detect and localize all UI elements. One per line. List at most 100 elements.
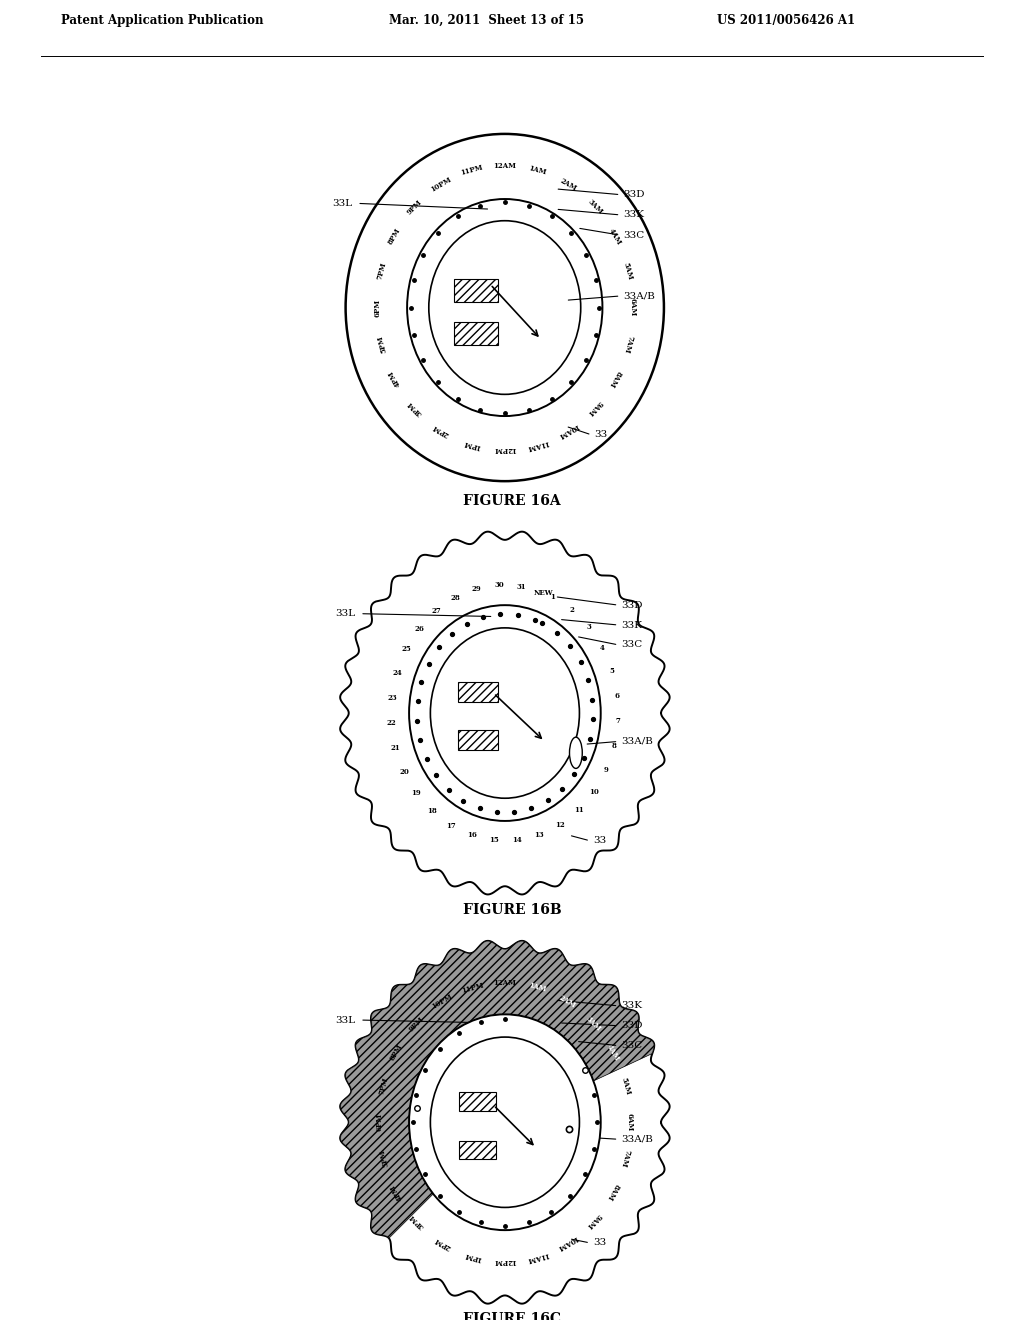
- Text: 33: 33: [595, 430, 607, 440]
- Polygon shape: [340, 532, 670, 895]
- Text: 33C: 33C: [624, 231, 645, 240]
- Text: 12: 12: [555, 821, 565, 829]
- Text: 17: 17: [446, 821, 456, 830]
- Text: 15: 15: [489, 837, 500, 845]
- Text: 5AM: 5AM: [620, 1076, 632, 1096]
- Ellipse shape: [569, 737, 583, 768]
- Text: 33L: 33L: [333, 199, 353, 207]
- Ellipse shape: [430, 1038, 580, 1208]
- Text: 2PM: 2PM: [433, 1234, 453, 1250]
- Text: 1PM: 1PM: [463, 1250, 482, 1263]
- Text: 33L: 33L: [336, 1015, 356, 1024]
- Text: 10PM: 10PM: [429, 176, 453, 194]
- Text: 7AM: 7AM: [622, 334, 634, 354]
- Text: 4PM: 4PM: [386, 368, 402, 388]
- Text: 24: 24: [392, 669, 402, 677]
- Text: 4AM: 4AM: [607, 227, 623, 247]
- Text: US 2011/0056426 A1: US 2011/0056426 A1: [717, 15, 855, 28]
- Text: 4AM: 4AM: [605, 1043, 622, 1063]
- Text: 12PM: 12PM: [494, 1258, 516, 1266]
- Ellipse shape: [409, 605, 601, 821]
- Text: 33L: 33L: [336, 609, 356, 618]
- Ellipse shape: [346, 133, 664, 482]
- Text: 20: 20: [399, 768, 409, 776]
- FancyBboxPatch shape: [454, 279, 498, 302]
- Text: 19: 19: [412, 789, 421, 797]
- Text: 4PM: 4PM: [389, 1181, 404, 1201]
- Text: 2AM: 2AM: [557, 994, 578, 1010]
- Text: 33C: 33C: [622, 1041, 643, 1051]
- Text: 7PM: 7PM: [376, 261, 388, 281]
- Polygon shape: [340, 941, 654, 1238]
- Text: 11: 11: [573, 807, 584, 814]
- Text: 6AM: 6AM: [626, 1113, 634, 1131]
- FancyBboxPatch shape: [454, 322, 498, 345]
- Text: 9: 9: [604, 767, 609, 775]
- Text: 7AM: 7AM: [620, 1148, 632, 1168]
- Text: 3AM: 3AM: [586, 198, 604, 216]
- Text: 8PM: 8PM: [389, 1043, 404, 1063]
- Text: 9PM: 9PM: [408, 1015, 426, 1034]
- Text: 1AM: 1AM: [527, 982, 547, 994]
- Text: 33: 33: [593, 837, 606, 845]
- Text: Patent Application Publication: Patent Application Publication: [61, 15, 264, 28]
- Text: 26: 26: [415, 624, 425, 632]
- Text: 8: 8: [612, 742, 616, 751]
- Text: 27: 27: [431, 607, 441, 615]
- Text: 30: 30: [495, 581, 504, 590]
- Text: 33D: 33D: [622, 601, 643, 610]
- FancyBboxPatch shape: [460, 1093, 497, 1111]
- Text: 6: 6: [615, 692, 620, 700]
- Text: 7: 7: [615, 717, 621, 725]
- Text: 25: 25: [401, 645, 412, 653]
- Text: 31: 31: [517, 582, 526, 591]
- Text: NEW: NEW: [534, 589, 554, 597]
- Text: 33K: 33K: [624, 210, 644, 219]
- Text: 1PM: 1PM: [462, 438, 481, 450]
- Text: 23: 23: [387, 693, 397, 702]
- Text: 9PM: 9PM: [406, 198, 424, 216]
- Text: 8PM: 8PM: [386, 227, 402, 247]
- Text: 10AM: 10AM: [556, 421, 581, 440]
- Text: 1AM: 1AM: [528, 165, 548, 177]
- Text: 13: 13: [535, 830, 544, 838]
- Text: 8AM: 8AM: [605, 1181, 622, 1201]
- Text: 33: 33: [593, 1238, 606, 1247]
- Text: 28: 28: [451, 594, 461, 602]
- Text: 3PM: 3PM: [406, 399, 424, 417]
- Text: 12AM: 12AM: [494, 162, 516, 170]
- Text: 33K: 33K: [622, 620, 642, 630]
- Text: 21: 21: [391, 744, 400, 752]
- Text: 33D: 33D: [624, 190, 645, 199]
- Text: 12PM: 12PM: [494, 445, 516, 453]
- Text: 22: 22: [387, 719, 396, 727]
- Ellipse shape: [408, 199, 602, 416]
- Text: 10: 10: [590, 788, 599, 796]
- Text: 6AM: 6AM: [628, 298, 636, 317]
- Text: 33A/B: 33A/B: [622, 737, 653, 746]
- FancyBboxPatch shape: [460, 1140, 497, 1159]
- Text: 12AM: 12AM: [494, 979, 516, 987]
- Text: 11AM: 11AM: [525, 438, 550, 451]
- Text: 4: 4: [600, 644, 605, 652]
- Text: 7PM: 7PM: [378, 1077, 390, 1096]
- Text: 3: 3: [587, 623, 592, 631]
- Text: 33C: 33C: [622, 640, 643, 649]
- Text: 5AM: 5AM: [622, 261, 634, 281]
- FancyBboxPatch shape: [458, 682, 498, 702]
- Text: 8AM: 8AM: [607, 368, 623, 388]
- Text: 11AM: 11AM: [525, 1250, 550, 1263]
- Text: 29: 29: [472, 585, 481, 593]
- Text: 2AM: 2AM: [558, 177, 579, 193]
- Text: 16: 16: [467, 832, 477, 840]
- Text: 5PM: 5PM: [376, 334, 388, 354]
- Text: 33D: 33D: [622, 1022, 643, 1030]
- Text: 33K: 33K: [622, 1002, 642, 1010]
- Text: FIGURE 16A: FIGURE 16A: [463, 494, 561, 508]
- Text: 18: 18: [427, 808, 437, 816]
- Text: 9AM: 9AM: [586, 399, 604, 417]
- Text: 33A/B: 33A/B: [622, 1135, 653, 1144]
- Text: 10PM: 10PM: [430, 993, 455, 1011]
- Text: 2PM: 2PM: [431, 422, 451, 438]
- Text: 3PM: 3PM: [408, 1212, 426, 1230]
